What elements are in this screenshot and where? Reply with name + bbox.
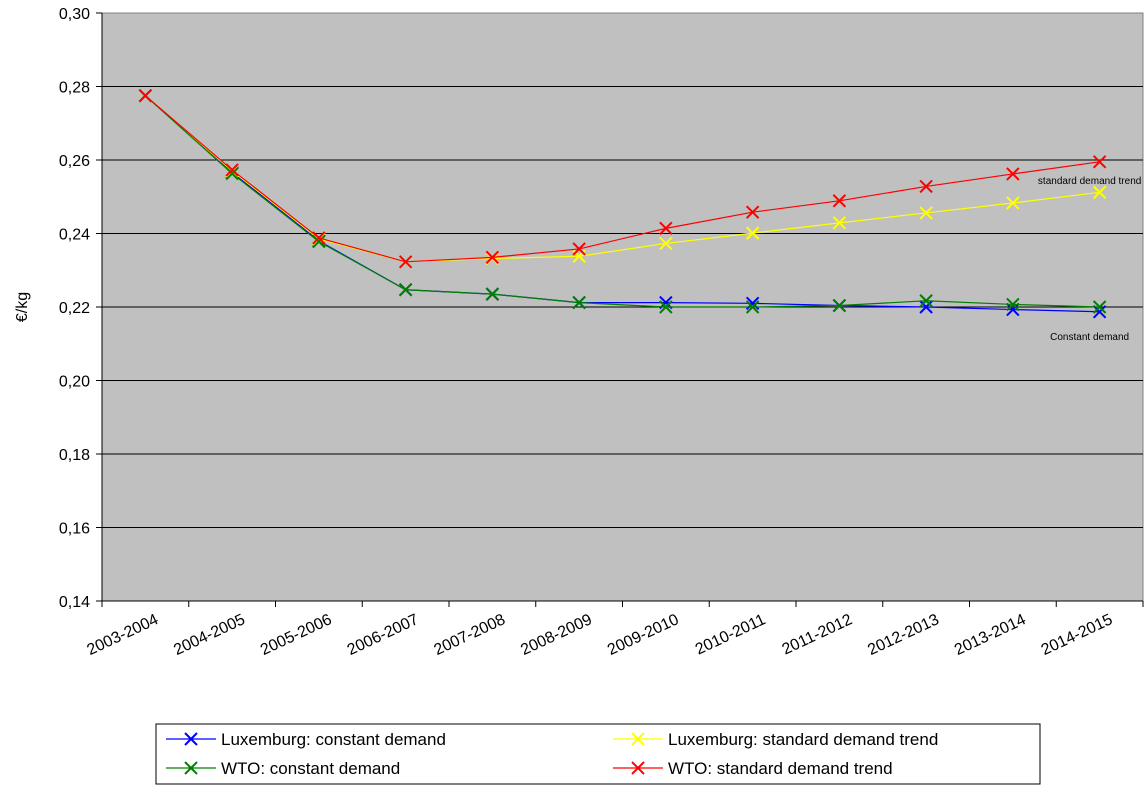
data-point (659, 236, 673, 251)
data-point (312, 231, 326, 245)
legend-swatch-marker (184, 761, 198, 775)
x-tick-label: 2006-2007 (345, 611, 422, 659)
legend-item: Luxemburg: standard demand trend (613, 730, 938, 749)
data-point (398, 255, 413, 269)
data-point (919, 294, 933, 308)
annotation: Constant demand (1050, 332, 1129, 343)
data-point (919, 179, 933, 194)
data-point (659, 221, 673, 236)
data-point (225, 163, 239, 177)
x-tick-label: 2004-2005 (171, 611, 248, 659)
series-line (144, 95, 1100, 308)
x-tick-label: 2010-2011 (693, 611, 769, 658)
legend-item: WTO: standard demand trend (613, 759, 893, 778)
x-tick-label: 2003-2004 (85, 611, 162, 659)
legend-item: WTO: constant demand (166, 759, 400, 778)
legend-label: WTO: standard demand trend (668, 759, 893, 778)
data-point (572, 242, 586, 256)
legend-swatch-marker (631, 761, 645, 775)
data-point (1006, 297, 1020, 312)
data-point (225, 166, 239, 181)
data-point (832, 194, 847, 208)
legend: Luxemburg: constant demand Luxemburg: sta… (155, 723, 1041, 785)
legend-box (155, 723, 1041, 785)
data-point (1092, 300, 1107, 314)
data-point (832, 298, 847, 313)
x-tick-label: 2008-2009 (518, 611, 595, 659)
legend-swatch-marker (184, 732, 198, 746)
data-point (1006, 302, 1020, 317)
data-point (572, 295, 586, 310)
data-point (485, 287, 500, 301)
data-point (1006, 196, 1020, 210)
data-point (1092, 185, 1107, 200)
data-point (659, 300, 673, 314)
data-point (745, 300, 760, 314)
data-point (919, 300, 933, 314)
legend-item: Luxemburg: constant demand (166, 730, 446, 749)
data-point (832, 216, 847, 230)
y-tick-label: 0,26 (59, 153, 90, 170)
data-point (1092, 305, 1107, 319)
legend-label: Luxemburg: constant demand (221, 730, 446, 749)
data-point (1006, 167, 1020, 181)
legend-label: WTO: constant demand (221, 759, 400, 778)
y-tick-label: 0,16 (59, 521, 90, 538)
y-tick-label: 0,18 (59, 447, 90, 464)
x-tick-label: 2014-2015 (1039, 611, 1116, 659)
data-point (138, 88, 153, 103)
y-tick-label: 0,22 (59, 300, 90, 317)
data-point (398, 283, 413, 297)
annotations: standard demand trend Constant demand (1038, 176, 1141, 343)
y-tick-label: 0,14 (59, 594, 90, 611)
data-point (745, 205, 760, 219)
annotation: standard demand trend (1038, 176, 1141, 187)
x-tick-label: 2011-2012 (780, 611, 856, 658)
series-line (144, 95, 1100, 263)
gridlines (102, 86, 1143, 528)
data-point (312, 234, 326, 249)
y-tick-label: 0,28 (59, 80, 90, 97)
y-axis-label: €/kg (14, 292, 31, 322)
data-point (485, 250, 500, 265)
x-tick-label: 2007-2008 (432, 611, 509, 659)
y-tick-label: 0,30 (59, 6, 90, 23)
x-tick-label: 2005-2006 (258, 611, 335, 659)
y-tick-label: 0,20 (59, 374, 90, 391)
series-line (144, 95, 1100, 313)
series-lines (138, 88, 1107, 319)
legend-swatch-marker (631, 732, 645, 746)
data-point (745, 226, 760, 240)
x-tick-label: 2012-2013 (865, 611, 942, 659)
x-tick-label: 2009-2010 (605, 611, 682, 659)
series-line (144, 95, 1100, 263)
legend-label: Luxemburg: standard demand trend (668, 730, 938, 749)
x-tick-label: 2013-2014 (952, 611, 1029, 659)
data-point (919, 206, 933, 220)
y-tick-label: 0,24 (59, 227, 90, 244)
data-point (1092, 155, 1107, 169)
